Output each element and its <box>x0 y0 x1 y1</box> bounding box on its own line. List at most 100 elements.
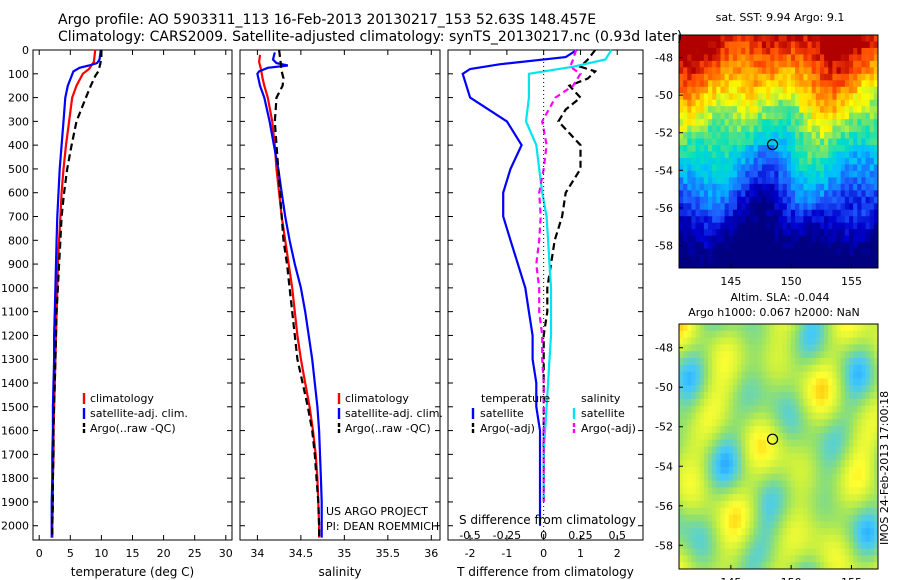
sla-map-subtitle: Argo h1000: 0.067 h2000: NaN <box>688 306 860 319</box>
diff-legend-label: Argo(-adj) <box>480 422 535 435</box>
sla-map-axes-box <box>678 323 879 570</box>
depth-tick-label: 1000 <box>1 282 29 295</box>
diff-sal-tick-label: 0.25 <box>568 529 593 542</box>
depth-tick-label: 1300 <box>1 353 29 366</box>
sla-map-ytick-label: -54 <box>655 460 673 473</box>
sst-map-ytick-label: -50 <box>655 89 673 102</box>
depth-tick-label: 1700 <box>1 448 29 461</box>
temp-legend-label: Argo(..raw -QC) <box>90 422 176 435</box>
sal-legend-label: climatology <box>345 392 409 405</box>
diff-xtick-label: 0 <box>540 547 547 560</box>
diff-series-argo-adj- <box>542 49 598 502</box>
depth-tick-label: 1400 <box>1 377 29 390</box>
title-line2: Climatology: CARS2009. Satellite-adjuste… <box>58 29 683 45</box>
sst-map-ytick-label: -54 <box>655 164 673 177</box>
temp-xtick-label: 5 <box>67 547 74 560</box>
depth-tick-label: 2000 <box>1 520 29 533</box>
temp-xtick-label: 0 <box>36 547 43 560</box>
temp-legend-label: satellite-adj. clim. <box>90 407 188 420</box>
sal-xtick-label: 34 <box>250 547 264 560</box>
temp-xlabel: temperature (deg C) <box>71 565 194 579</box>
sla-map-ytick-label: -58 <box>655 539 673 552</box>
depth-tick-label: 500 <box>8 163 29 176</box>
diff-xtick-label: 1 <box>577 547 584 560</box>
diff-xlabel-top: S difference from climatology <box>459 513 636 527</box>
sla-map-xtick-label: 155 <box>841 576 862 580</box>
sal-series-satellite-adj-clim- <box>256 52 323 538</box>
diff-xlabel: T difference from climatology <box>456 565 634 579</box>
depth-tick-label: 200 <box>8 92 29 105</box>
depth-tick-label: 700 <box>8 211 29 224</box>
depth-tick-label: 1800 <box>1 472 29 485</box>
temp-xtick-label: 10 <box>94 547 108 560</box>
diff-legend-label: satellite <box>581 407 625 420</box>
imos-timestamp: IMOS 24-Feb-2013 17:00:18 <box>878 390 891 545</box>
temp-legend-label: climatology <box>90 392 154 405</box>
sst-map-title: sat. SST: 9.94 Argo: 9.1 <box>716 11 845 24</box>
depth-tick-label: 100 <box>8 68 29 81</box>
depth-tick-label: 600 <box>8 187 29 200</box>
sal-xtick-label: 34.5 <box>289 547 314 560</box>
sla-map-xtick-label: 150 <box>781 576 802 580</box>
depth-tick-label: 0 <box>22 44 29 57</box>
sla-map-title: Altim. SLA: -0.044 <box>730 291 829 304</box>
pi-label: PI: DEAN ROEMMICH <box>326 520 439 533</box>
temp-axes-box <box>32 49 233 541</box>
depth-tick-label: 1600 <box>1 425 29 438</box>
title-line1: Argo profile: AO 5903311_113 16-Feb-2013… <box>58 12 597 28</box>
diff-series-argo-adj- <box>535 49 582 502</box>
diff-series-satellite <box>461 49 578 526</box>
diff-xtick-label: -2 <box>465 547 476 560</box>
sst-map-ytick-label: -48 <box>655 52 673 65</box>
sla-map-float-marker <box>766 433 779 445</box>
temp-xtick-label: 15 <box>126 547 140 560</box>
sal-series-argo-raw-qc- <box>273 49 321 538</box>
diff-series-satellite <box>524 49 613 502</box>
diff-sal-tick-label: -0.25 <box>493 529 521 542</box>
depth-tick-label: 900 <box>8 258 29 271</box>
diff-xtick-label: -1 <box>501 547 512 560</box>
sst-map-axes-box <box>678 34 879 269</box>
diff-legend-sal-title: salinity <box>581 392 621 405</box>
sal-legend-label: Argo(..raw -QC) <box>345 422 431 435</box>
depth-tick-label: 800 <box>8 234 29 247</box>
sal-xtick-label: 35.5 <box>376 547 401 560</box>
diff-legend-temp-title: temperature <box>481 392 550 405</box>
diff-xtick-label: 2 <box>614 547 621 560</box>
depth-tick-label: 1100 <box>1 306 29 319</box>
depth-tick-label: 300 <box>8 115 29 128</box>
sla-map-ytick-label: -56 <box>655 500 673 513</box>
sal-legend-label: satellite-adj. clim. <box>345 407 443 420</box>
sst-map-field <box>679 35 879 269</box>
diff-legend-label: Argo(-adj) <box>581 422 636 435</box>
sst-map-ytick-label: -52 <box>655 127 673 140</box>
sst-map-xtick-label: 145 <box>720 275 741 288</box>
sla-map-ytick-label: -52 <box>655 421 673 434</box>
temp-xtick-label: 20 <box>157 547 171 560</box>
diff-sal-tick-label: -0.5 <box>459 529 480 542</box>
diff-legend-label: satellite <box>480 407 524 420</box>
sal-xtick-label: 36 <box>424 547 438 560</box>
temp-xtick-label: 30 <box>219 547 233 560</box>
diff-sal-tick-label: 0 <box>540 529 547 542</box>
diff-sal-tick-label: 0.5 <box>608 529 626 542</box>
depth-tick-label: 1900 <box>1 496 29 509</box>
sst-map-xtick-label: 150 <box>781 275 802 288</box>
depth-tick-label: 400 <box>8 139 29 152</box>
sst-map-float-marker <box>766 138 779 151</box>
sal-xlabel: salinity <box>318 565 361 579</box>
sst-map-ytick-label: -56 <box>655 202 673 215</box>
diff-axes-box <box>447 49 644 541</box>
sla-map-ytick-label: -48 <box>655 342 673 355</box>
sst-map-ytick-label: -58 <box>655 239 673 252</box>
depth-tick-label: 1500 <box>1 401 29 414</box>
project-label: US ARGO PROJECT <box>326 505 428 518</box>
sal-xtick-label: 35 <box>337 547 351 560</box>
temp-xtick-label: 25 <box>188 547 202 560</box>
sla-map-ytick-label: -50 <box>655 381 673 394</box>
sla-map-field <box>679 324 879 570</box>
sla-map-xtick-label: 145 <box>720 576 741 580</box>
sst-map-xtick-label: 155 <box>841 275 862 288</box>
depth-tick-label: 1200 <box>1 329 29 342</box>
